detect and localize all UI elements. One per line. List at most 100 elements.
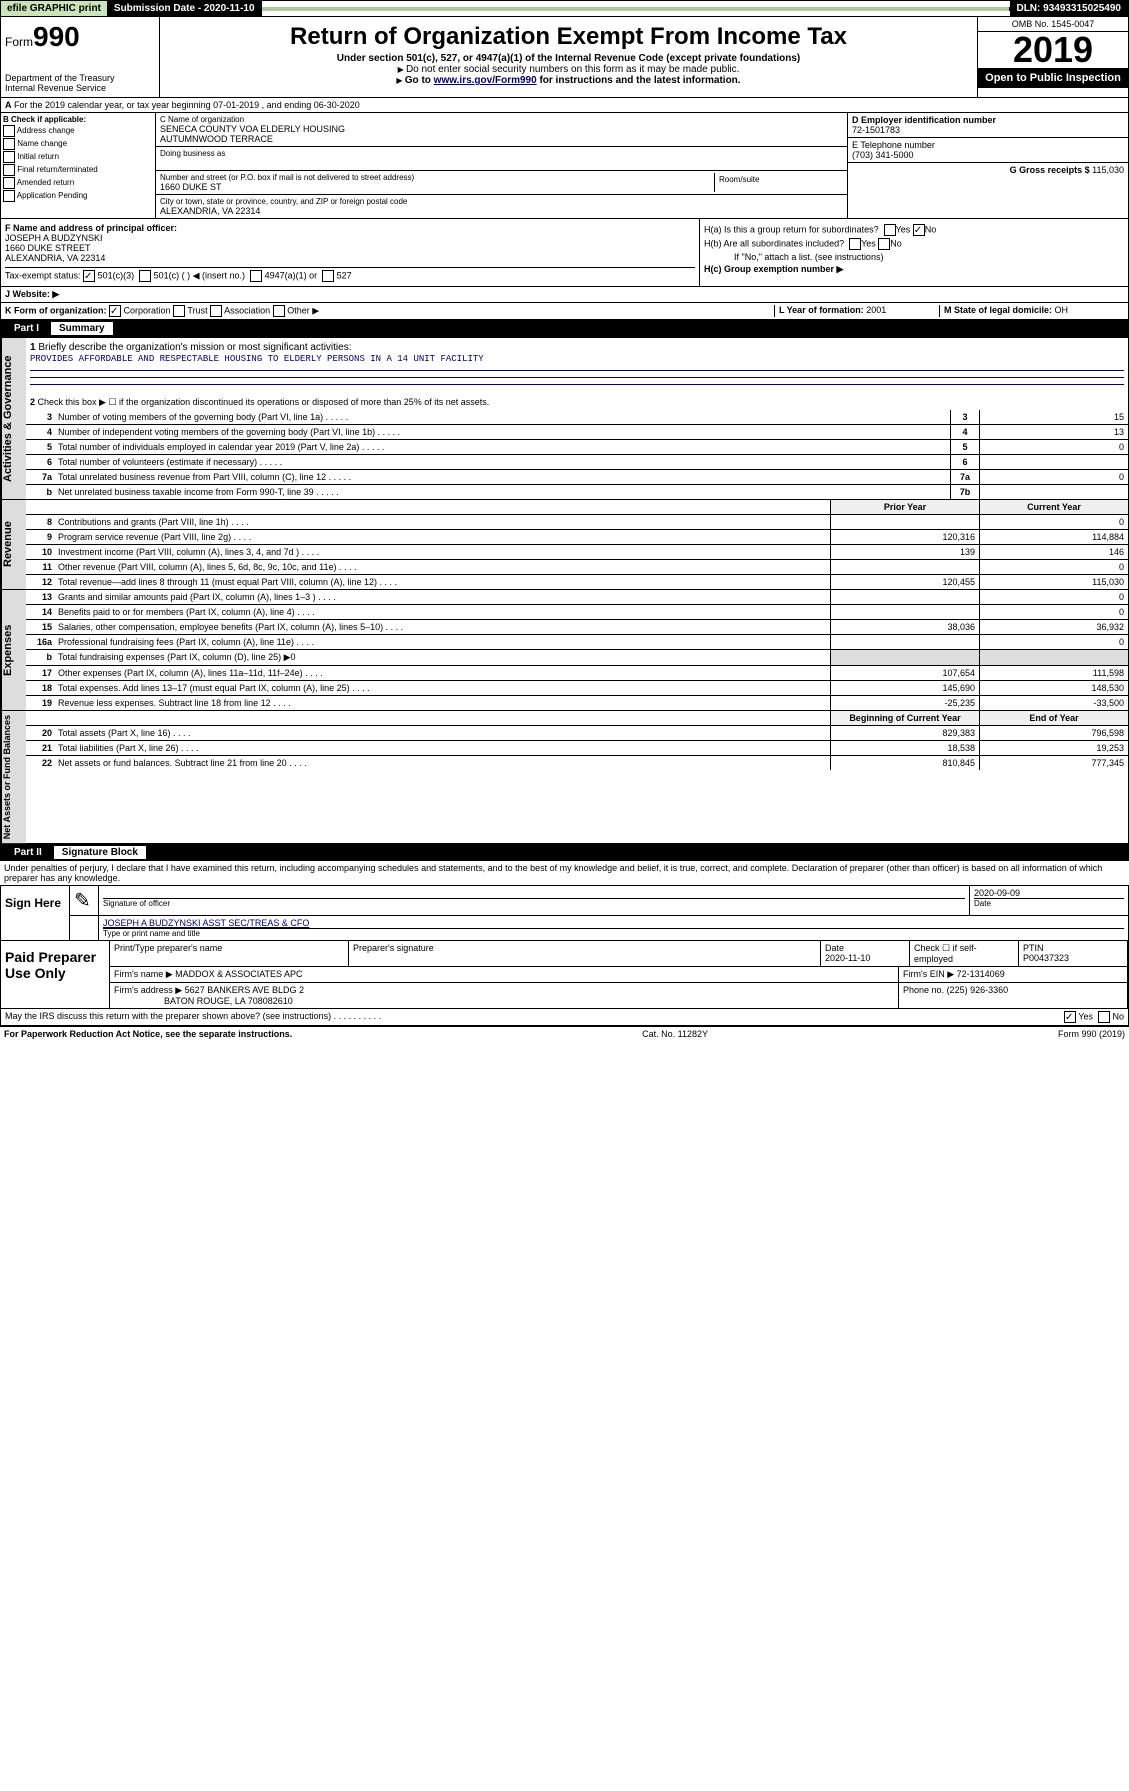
sig-officer-label: Signature of officer <box>103 898 965 908</box>
netassets-table: Net Assets or Fund Balances Beginning of… <box>0 711 1129 844</box>
firm-ein: 72-1314069 <box>957 969 1005 979</box>
checkbox-checked-icon[interactable] <box>109 305 121 317</box>
irs-link[interactable]: www.irs.gov/Form990 <box>434 75 537 86</box>
side-governance: Activities & Governance <box>1 338 26 499</box>
ein-label: D Employer identification number <box>852 115 996 125</box>
street-address: 1660 DUKE ST <box>160 182 714 192</box>
firm-ein-label: Firm's EIN ▶ <box>903 969 954 979</box>
cb-final: Final return/terminated <box>17 165 97 174</box>
form-org-label: K Form of organization: <box>5 305 107 315</box>
part1-num: Part I <box>6 323 47 334</box>
checkbox-icon[interactable] <box>210 305 222 317</box>
form-number: 990 <box>33 21 80 52</box>
arrow-icon <box>398 64 406 75</box>
part2-num: Part II <box>6 847 50 858</box>
side-revenue: Revenue <box>1 500 26 589</box>
revenue-table: Revenue Prior YearCurrent Year 8Contribu… <box>0 500 1129 590</box>
prep-date-label: Date <box>825 943 844 953</box>
hb-label: H(b) Are all subordinates included? <box>704 238 844 248</box>
part2-title: Signature Block <box>54 846 146 859</box>
checkbox-icon[interactable] <box>3 164 15 176</box>
te-527: 527 <box>337 270 352 280</box>
checkbox-checked-icon[interactable] <box>1064 1011 1076 1023</box>
table-row: 12Total revenue—add lines 8 through 11 (… <box>26 575 1128 589</box>
perjury-text: Under penalties of perjury, I declare th… <box>0 861 1129 885</box>
firm-name: MADDOX & ASSOCIATES APC <box>175 969 302 979</box>
checkbox-icon[interactable] <box>3 151 15 163</box>
table-row: 22Net assets or fund balances. Subtract … <box>26 756 1128 770</box>
hc-label: H(c) Group exemption number ▶ <box>704 264 843 274</box>
website-label: J Website: ▶ <box>5 289 59 299</box>
table-row: 5Total number of individuals employed in… <box>26 440 1128 455</box>
governance-table: Activities & Governance 1 Briefly descri… <box>0 337 1129 500</box>
check-b-label: B Check if applicable: <box>3 115 86 124</box>
paid-preparer-section: Paid Preparer Use Only Print/Type prepar… <box>0 941 1129 1009</box>
firm-phone-label: Phone no. <box>903 985 944 995</box>
checkbox-icon[interactable] <box>3 138 15 150</box>
checkbox-icon[interactable] <box>322 270 334 282</box>
arrow-icon <box>396 75 404 86</box>
tax-exempt-label: Tax-exempt status: <box>5 270 81 280</box>
firm-name-label: Firm's name ▶ <box>114 969 173 979</box>
firm-phone: (225) 926-3360 <box>947 985 1009 995</box>
checkbox-icon[interactable] <box>1098 1011 1110 1023</box>
checkbox-icon[interactable] <box>3 190 15 202</box>
cb-amended: Amended return <box>17 178 74 187</box>
officer-addr1: 1660 DUKE STREET <box>5 243 91 253</box>
prep-name-label: Print/Type preparer's name <box>110 941 349 966</box>
table-row: 16aProfessional fundraising fees (Part I… <box>26 635 1128 650</box>
cb-name: Name change <box>17 139 67 148</box>
checkbox-icon[interactable] <box>878 238 890 250</box>
dln: DLN: 93493315025490 <box>1010 1 1128 16</box>
table-row: 19Revenue less expenses. Subtract line 1… <box>26 696 1128 710</box>
checkbox-checked-icon[interactable] <box>83 270 95 282</box>
ha-label: H(a) Is this a group return for subordin… <box>704 224 879 234</box>
checkbox-icon[interactable] <box>3 125 15 137</box>
mission-text: PROVIDES AFFORDABLE AND RESPECTABLE HOUS… <box>30 354 484 364</box>
table-row: 11Other revenue (Part VIII, column (A), … <box>26 560 1128 575</box>
table-row: 10Investment income (Part VIII, column (… <box>26 545 1128 560</box>
phone-label: E Telephone number <box>852 140 1124 150</box>
table-row: 20Total assets (Part X, line 16) . . . .… <box>26 726 1128 741</box>
phone-value: (703) 341-5000 <box>852 150 1124 160</box>
k-assoc: Association <box>224 305 270 315</box>
city-label: City or town, state or province, country… <box>160 197 843 206</box>
room-label: Room/suite <box>719 175 839 184</box>
cb-address: Address change <box>17 126 75 135</box>
checkbox-icon[interactable] <box>139 270 151 282</box>
table-row: 14Benefits paid to or for members (Part … <box>26 605 1128 620</box>
underline <box>30 384 1124 385</box>
org-name: SENECA COUNTY VOA ELDERLY HOUSING AUTUMN… <box>160 124 843 144</box>
form-title: Return of Organization Exempt From Incom… <box>164 23 973 51</box>
checkbox-icon[interactable] <box>273 305 285 317</box>
dept-label: Department of the Treasury Internal Reve… <box>5 73 155 93</box>
goto-pre: Go to <box>405 75 434 86</box>
k-other: Other ▶ <box>287 305 319 315</box>
te-4947: 4947(a)(1) or <box>265 270 318 280</box>
discuss-label: May the IRS discuss this return with the… <box>5 1011 331 1021</box>
side-netassets: Net Assets or Fund Balances <box>1 711 26 843</box>
checkbox-checked-icon[interactable] <box>913 224 925 236</box>
checkbox-icon[interactable] <box>250 270 262 282</box>
section-b-to-g: B Check if applicable: Address change Na… <box>0 113 1129 219</box>
city-state-zip: ALEXANDRIA, VA 22314 <box>160 206 843 216</box>
table-row: 4Number of independent voting members of… <box>26 425 1128 440</box>
checkbox-icon[interactable] <box>173 305 185 317</box>
period-row: A For the 2019 calendar year, or tax yea… <box>0 98 1129 113</box>
form-prefix: Form <box>5 35 33 49</box>
table-row: 7aTotal unrelated business revenue from … <box>26 470 1128 485</box>
checkbox-icon[interactable] <box>884 224 896 236</box>
check-b-column: B Check if applicable: Address change Na… <box>1 113 156 218</box>
pen-icon: ✎ <box>70 886 99 915</box>
side-expenses: Expenses <box>1 590 26 710</box>
cb-pending: Application Pending <box>17 191 88 200</box>
domicile: OH <box>1055 305 1069 315</box>
discuss-row: May the IRS discuss this return with the… <box>0 1009 1129 1026</box>
te-501c: 501(c) ( ) ◀ (insert no.) <box>154 270 245 280</box>
efile-badge[interactable]: efile GRAPHIC print <box>1 1 108 16</box>
checkbox-icon[interactable] <box>3 177 15 189</box>
top-spacer <box>262 7 1011 11</box>
q1-label: Briefly describe the organization's miss… <box>38 342 351 353</box>
checkbox-icon[interactable] <box>849 238 861 250</box>
officer-printed-name: JOSEPH A BUDZYNSKI ASST SEC/TREAS & CFO <box>103 918 1124 928</box>
